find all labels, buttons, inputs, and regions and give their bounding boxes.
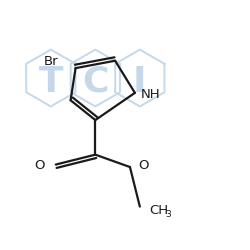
Text: O: O — [34, 159, 45, 172]
Text: I: I — [133, 65, 146, 99]
Text: O: O — [138, 159, 149, 172]
Text: 3: 3 — [165, 210, 171, 219]
Text: C: C — [82, 65, 108, 99]
Text: NH: NH — [141, 88, 161, 101]
Text: Br: Br — [44, 56, 58, 68]
Text: T: T — [38, 65, 63, 99]
Text: CH: CH — [150, 204, 169, 217]
